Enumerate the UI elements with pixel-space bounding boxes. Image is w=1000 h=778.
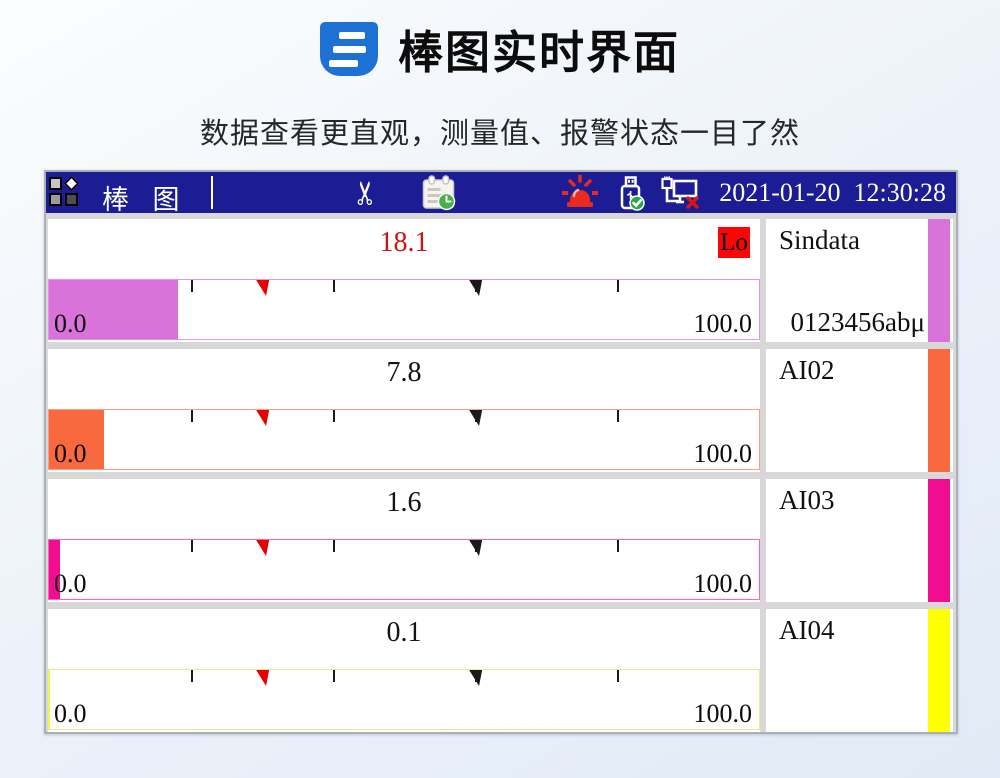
- channel-value: 18.1: [379, 227, 429, 258]
- scale-max-label: 100.0: [693, 439, 753, 468]
- scale-tick: [617, 280, 619, 292]
- bar-scale-track: 0.0 100.0: [48, 669, 760, 730]
- scale-tick: [617, 540, 619, 552]
- scale-max-label: 100.0: [693, 569, 753, 598]
- channel-bar-panel: 0.1 0.0 100.0: [48, 609, 760, 732]
- bar-fill: [49, 540, 61, 599]
- channel-color-strip: [928, 609, 950, 732]
- channel-name-panel: AI02: [766, 349, 953, 472]
- datetime-label: 2021-01-20 12:30:28: [719, 178, 946, 207]
- screen-name-label: 棒 图: [102, 185, 180, 215]
- low-alarm-marker: [256, 540, 270, 556]
- channel-tag-label: AI03: [779, 485, 835, 515]
- scale-tick: [191, 540, 193, 552]
- menu-cell: [49, 193, 62, 206]
- low-alarm-marker: [256, 280, 270, 296]
- titlebar-divider: [211, 176, 213, 209]
- menu-cell-diamond: [63, 175, 80, 192]
- high-alarm-marker: [469, 280, 483, 296]
- alarm-beacon-icon: [562, 174, 598, 216]
- high-alarm-marker: [469, 410, 483, 426]
- scale-min-label: 0.0: [54, 569, 87, 598]
- scale-min-label: 0.0: [54, 309, 87, 338]
- menu-cell: [65, 193, 78, 206]
- bar-fill: [49, 280, 178, 339]
- scissors-icon[interactable]: ✂: [347, 179, 384, 207]
- channel-color-strip: [928, 349, 950, 472]
- usb-ok-icon: [618, 175, 645, 216]
- menu-cell: [49, 177, 62, 190]
- channel-color-strip: [928, 219, 950, 342]
- channel-bar-panel: 7.8 0.0 100.0: [48, 349, 760, 472]
- page-header: 棒图实时界面: [0, 16, 1000, 81]
- channel-value: 7.8: [386, 357, 422, 388]
- bar-fill: [49, 410, 105, 469]
- scale-tick: [191, 280, 193, 292]
- bar-chart-brand-icon: [319, 21, 378, 76]
- scale-max-label: 100.0: [693, 699, 753, 728]
- channel-color-strip: [928, 479, 950, 602]
- channel-row: 1.6 0.0 100.0 AI03: [48, 479, 953, 602]
- recorder-screen: 棒 图 ✂: [44, 170, 958, 734]
- channel-tag-label: AI04: [779, 615, 835, 645]
- channel-row: 0.1 0.0 100.0 AI04: [48, 609, 953, 732]
- titlebar: 棒 图 ✂: [46, 172, 956, 216]
- scale-tick: [333, 280, 335, 292]
- history-calendar-icon[interactable]: [422, 175, 456, 216]
- low-alarm-marker: [256, 670, 270, 686]
- bar-scale-track: 0.0 100.0: [48, 409, 760, 470]
- scale-tick: [333, 670, 335, 682]
- channel-row: 18.1 Lo 0.0 100.0 Sindata 0123456abμ: [48, 219, 953, 342]
- channel-rows: 18.1 Lo 0.0 100.0 Sindata 0123456abμ 7.8…: [48, 219, 953, 732]
- alarm-status-badge: Lo: [718, 227, 750, 258]
- bar-scale-track: 0.0 100.0: [48, 279, 760, 340]
- scale-min-label: 0.0: [54, 439, 87, 468]
- channel-row: 7.8 0.0 100.0 AI02: [48, 349, 953, 472]
- bar-fill: [49, 670, 50, 729]
- low-alarm-marker: [256, 410, 270, 426]
- channel-name-panel: AI04: [766, 609, 953, 732]
- scale-tick: [191, 670, 193, 682]
- channel-value: 1.6: [386, 487, 422, 518]
- page-title: 棒图实时界面: [397, 27, 680, 78]
- high-alarm-marker: [469, 670, 483, 686]
- channel-tag-label: Sindata: [779, 225, 860, 255]
- channel-bar-panel: 18.1 Lo 0.0 100.0: [48, 219, 760, 342]
- scale-max-label: 100.0: [693, 309, 753, 338]
- channel-bar-panel: 1.6 0.0 100.0: [48, 479, 760, 602]
- channel-name-panel: Sindata 0123456abμ: [766, 219, 953, 342]
- page-subtitle: 数据查看更直观，测量值、报警状态一目了然: [199, 118, 800, 150]
- high-alarm-marker: [469, 540, 483, 556]
- scale-min-label: 0.0: [54, 699, 87, 728]
- scale-tick: [333, 540, 335, 552]
- scale-tick: [617, 410, 619, 422]
- menu-grid-icon[interactable]: [49, 175, 81, 207]
- network-disconnected-icon: [660, 175, 700, 214]
- channel-tag-label: AI02: [779, 355, 835, 385]
- channel-unit-label: 0123456abμ: [790, 307, 925, 337]
- scale-tick: [617, 670, 619, 682]
- bar-scale-track: 0.0 100.0: [48, 539, 760, 600]
- scale-tick: [333, 410, 335, 422]
- scale-tick: [191, 410, 193, 422]
- channel-name-panel: AI03: [766, 479, 953, 602]
- channel-value: 0.1: [386, 617, 422, 648]
